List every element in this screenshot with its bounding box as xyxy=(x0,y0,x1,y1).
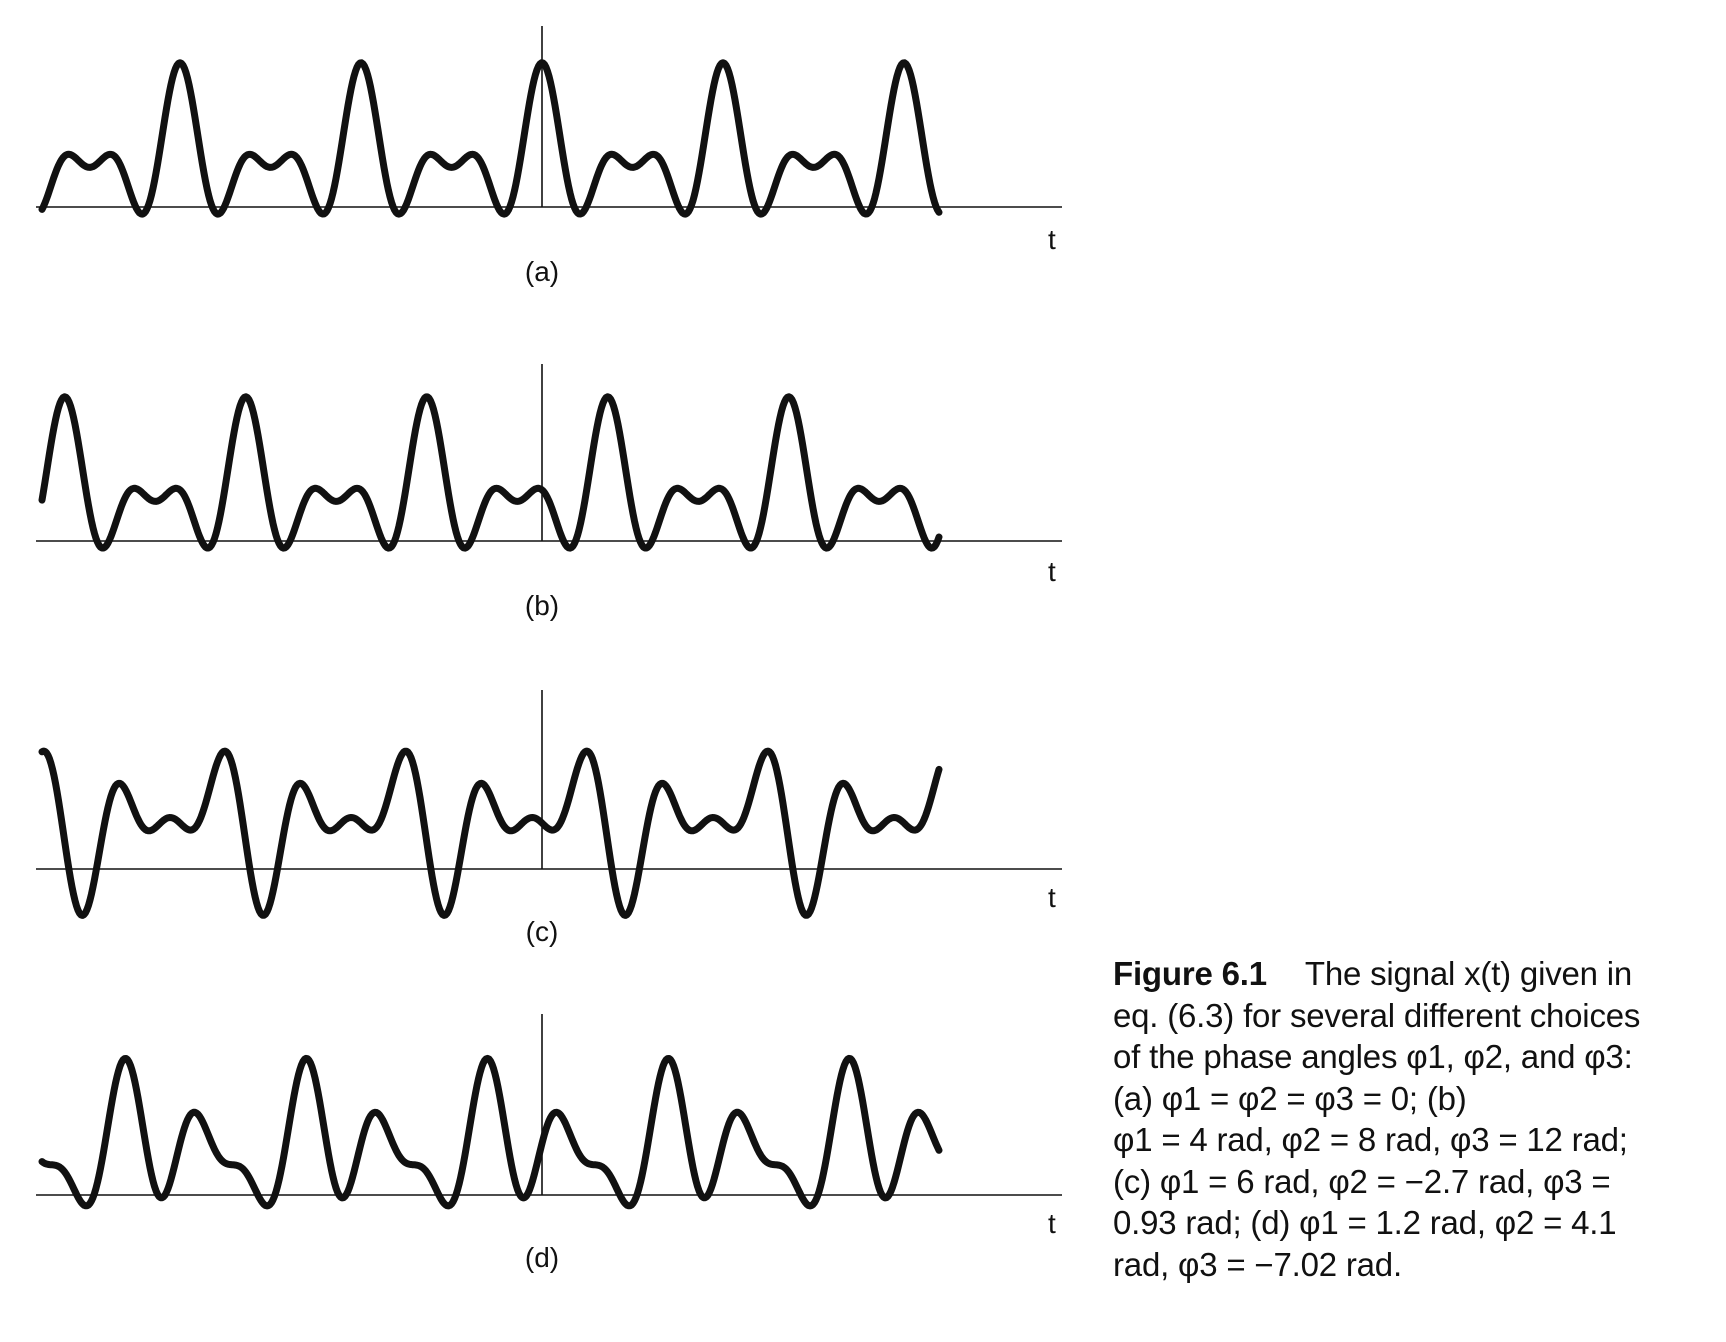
figure-caption: Figure 6.1 The signal x(t) given in eq. (… xyxy=(1113,953,1713,1285)
panel-a-waveform xyxy=(38,59,943,218)
panel-c-axis-label-t: t xyxy=(1048,882,1056,913)
panel-c-label: (c) xyxy=(525,916,559,947)
panel-c-waveform xyxy=(38,747,943,919)
panel-d-plot xyxy=(36,1014,1062,1210)
panel-a-axis-label-t: t xyxy=(1048,224,1056,255)
panel-c: t (c) xyxy=(36,686,1066,1016)
panel-c-plot xyxy=(36,690,1062,919)
caption-line-2: eq. (6.3) for several different choices xyxy=(1113,996,1641,1034)
caption-line-5: φ1 = 4 rad, φ2 = 8 rad, φ3 = 12 rad; xyxy=(1113,1121,1628,1158)
caption-line-7: 0.93 rad; (d) φ1 = 1.2 rad, φ2 = 4.1 xyxy=(1113,1204,1617,1241)
panel-a: t (a) xyxy=(36,24,1066,354)
figure-number: Figure 6.1 xyxy=(1113,955,1267,992)
panel-a-plot xyxy=(36,26,1062,218)
panel-d-axis-label-t: t xyxy=(1048,1208,1056,1239)
caption-line-3: of the phase angles φ1, φ2, and φ3: xyxy=(1113,1038,1633,1075)
caption-line-4: (a) φ1 = φ2 = φ3 = 0; (b) xyxy=(1113,1079,1467,1117)
panel-b-waveform xyxy=(38,393,943,552)
panel-d-waveform xyxy=(38,1054,943,1210)
caption-text-1: The signal x(t) given in xyxy=(1304,955,1633,992)
caption-line-8: rad, φ3 = −7.02 rad. xyxy=(1113,1245,1402,1283)
panel-b-axis-label-t: t xyxy=(1048,556,1056,587)
panel-b-label: (b) xyxy=(524,590,560,621)
panel-d: t (d) xyxy=(36,1012,1066,1342)
caption-line-6: (c) φ1 = 6 rad, φ2 = −2.7 rad, φ3 = xyxy=(1113,1162,1611,1200)
caption-line-1: Figure 6.1 The signal x(t) given in xyxy=(1113,953,1713,995)
panel-a-label: (a) xyxy=(524,256,560,287)
panel-b: t (b) xyxy=(36,358,1066,688)
panel-b-plot xyxy=(36,364,1062,552)
panel-d-label: (d) xyxy=(524,1242,560,1273)
